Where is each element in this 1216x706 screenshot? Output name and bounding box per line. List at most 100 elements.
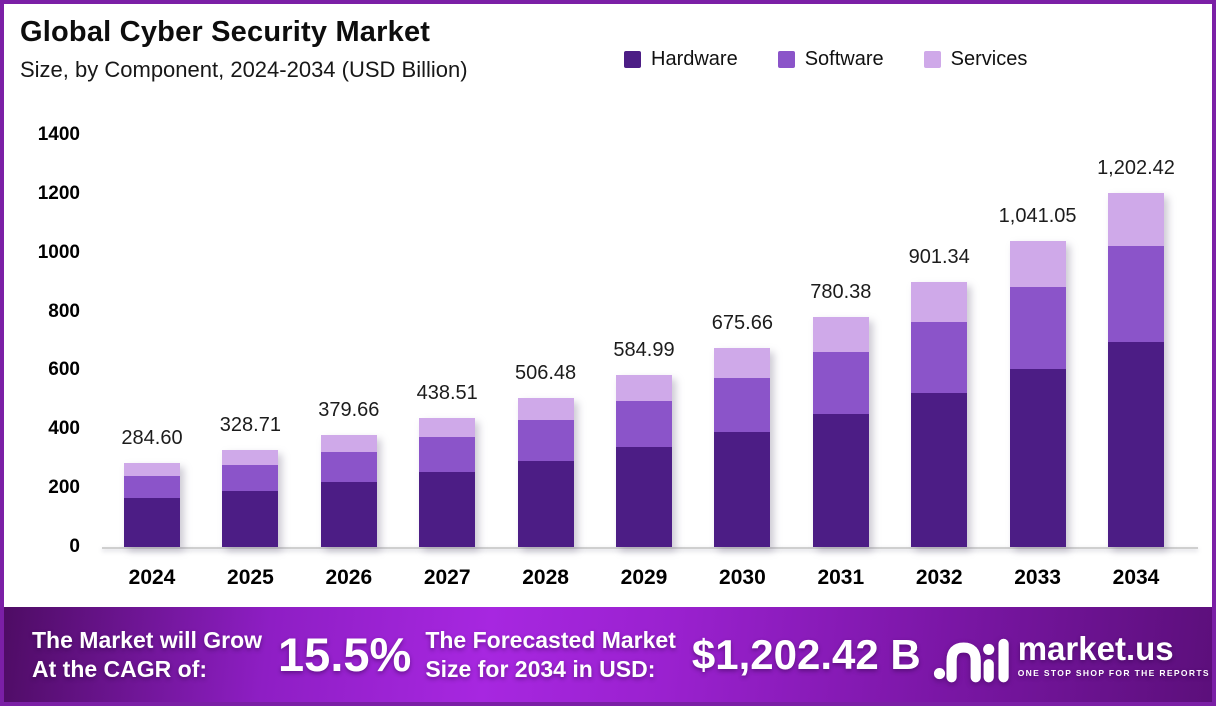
bar-segment-hardware [812, 413, 869, 547]
footer-banner: The Market will Grow At the CAGR of: 15.… [4, 607, 1212, 702]
bar-segment-hardware [124, 498, 180, 547]
y-axis-tick-label: 1400 [37, 124, 80, 145]
forecast-label-line2: Size for 2034 in USD: [425, 655, 656, 682]
x-axis-tick-label: 2033 [1014, 566, 1061, 589]
bar-value-label: 284.60 [121, 427, 183, 450]
y-axis-tick-label: 0 [69, 536, 80, 557]
x-axis-tick-label: 2029 [620, 566, 668, 589]
bar-segment-hardware [616, 447, 672, 547]
bar-segment-services [419, 417, 476, 438]
bar-2032 [911, 281, 968, 547]
bar-2031 [812, 317, 869, 547]
forecast-value: $1,202.42 B [691, 630, 921, 678]
cagr-value: 15.5% [278, 628, 412, 681]
bar-2029 [616, 374, 672, 547]
x-axis-tick-label: 2027 [423, 566, 471, 589]
bar-segment-services [812, 317, 869, 352]
bar-segment-hardware [1108, 341, 1164, 547]
bar-segment-hardware [911, 393, 968, 547]
legend-label: Hardware [651, 48, 738, 70]
legend-label: Software [804, 48, 884, 70]
x-axis-tick-label: 2034 [1112, 566, 1160, 589]
y-axis-tick-label: 1200 [37, 182, 80, 204]
bar-segment-services [616, 374, 672, 401]
bar-segment-services [714, 348, 771, 378]
bar-segment-hardware [1009, 369, 1066, 547]
bar-segment-software [320, 452, 377, 483]
bar-value-label: 780.38 [810, 281, 872, 304]
bar-2025 [222, 450, 279, 547]
bar-2028 [517, 397, 574, 547]
software-swatch-icon [777, 51, 795, 68]
bar-segment-software [124, 475, 180, 499]
bar-segment-services [1009, 240, 1066, 287]
page-title: Global Cyber Security Market [20, 16, 431, 48]
legend-item-services: Services [923, 48, 1028, 71]
forecast-label: The Forecasted Market Size for 2034 in U… [425, 626, 676, 682]
y-axis-tick-label: 600 [48, 359, 80, 381]
hardware-swatch-icon [624, 51, 641, 68]
bar-value-label: 438.51 [416, 381, 478, 404]
bar-segment-services [517, 397, 574, 421]
bar-segment-software [1108, 246, 1164, 342]
bar-segment-hardware [419, 472, 476, 547]
bar-value-label: 1,202.42 [1097, 157, 1175, 180]
x-axis-tick-label: 2028 [522, 566, 569, 589]
x-axis-tick-label: 2026 [325, 566, 373, 589]
bar-segment-software [517, 420, 574, 461]
bar-value-label: 675.66 [711, 312, 773, 335]
bar-2034 [1108, 193, 1164, 547]
bar-segment-services [320, 435, 377, 453]
bar-segment-hardware [714, 431, 771, 547]
bar-segment-services [124, 463, 180, 476]
brand-tagline: ONE STOP SHOP FOR THE REPORTS [1017, 667, 1210, 678]
bar-2030 [714, 348, 771, 547]
legend-item-hardware: Hardware [624, 48, 738, 71]
brand-block: market.us ONE STOP SHOP FOR THE REPORTS [933, 626, 1210, 684]
bar-2024 [124, 463, 180, 547]
cagr-label-line2: At the CAGR of: [32, 655, 208, 682]
chart-header: Global Cyber Security Market Size, by Co… [20, 16, 468, 83]
bar-value-label: 328.71 [219, 414, 281, 437]
x-axis-tick-label: 2024 [128, 566, 176, 589]
bar-2027 [419, 417, 476, 547]
cagr-label-line1: The Market will Grow [32, 627, 263, 654]
bar-value-label: 584.99 [613, 338, 675, 361]
bar-segment-hardware [222, 490, 279, 547]
bar-segment-software [714, 377, 771, 432]
bar-2033 [1009, 240, 1066, 547]
bar-segment-hardware [320, 482, 377, 547]
y-axis-tick-label: 200 [48, 477, 80, 499]
bar-value-label: 1,041.05 [998, 204, 1077, 227]
bar-value-label: 506.48 [515, 361, 577, 384]
bar-segment-software [911, 321, 968, 394]
bar-value-label: 901.34 [908, 245, 970, 268]
stacked-bar-chart: 0 200 400 600 800 1000 1200 1400 284.60 2024 328.7… [4, 114, 1212, 614]
bar-segment-software [812, 351, 869, 414]
bar-segment-services [911, 281, 968, 322]
forecast-label-line1: The Forecasted Market [425, 627, 676, 654]
x-axis-tick-label: 2025 [227, 566, 274, 589]
brand-text: market.us ONE STOP SHOP FOR THE REPORTS [1018, 632, 1210, 678]
legend-label: Services [950, 48, 1028, 70]
bar-segment-software [222, 464, 279, 491]
bar-segment-software [419, 437, 476, 473]
y-axis-tick-label: 800 [48, 300, 80, 322]
x-axis-line [102, 547, 1198, 549]
bar-segment-services [1108, 193, 1164, 247]
x-axis-tick-label: 2030 [719, 566, 766, 589]
bar-segment-software [616, 400, 672, 448]
page-subtitle: Size, by Component, 2024-2034 (USD Billi… [20, 57, 468, 82]
legend-item-software: Software [777, 48, 884, 71]
bar-value-label: 379.66 [318, 399, 380, 422]
cagr-label: The Market will Grow At the CAGR of: [32, 626, 262, 682]
bar-segment-hardware [517, 460, 574, 547]
marketus-logo-icon [933, 638, 1009, 682]
bar-segment-services [222, 450, 279, 465]
services-swatch-icon [923, 51, 941, 68]
x-axis-tick-label: 2031 [817, 566, 865, 589]
y-axis-tick-label: 1000 [37, 241, 80, 263]
bar-2026 [320, 435, 377, 547]
y-axis-tick-label: 400 [48, 418, 80, 440]
